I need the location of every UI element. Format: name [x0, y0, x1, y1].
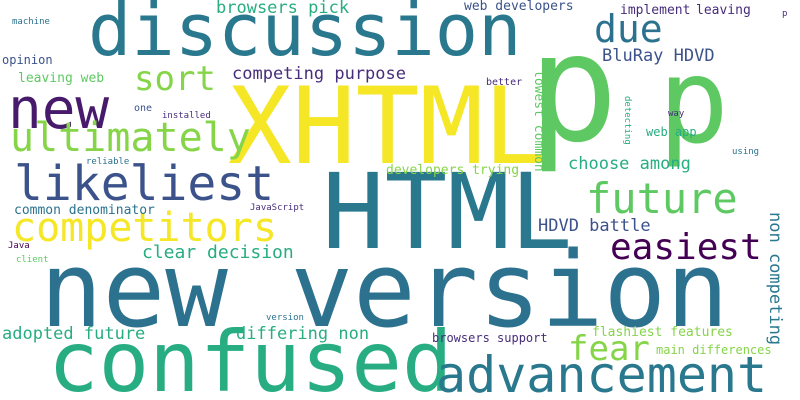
- word-using: using: [732, 148, 759, 157]
- word-opinion: opinion: [2, 54, 53, 66]
- word-adopted-future: adopted future: [2, 326, 145, 343]
- word-competing-purpose: competing purpose: [232, 66, 406, 83]
- word-machine: machine: [12, 18, 50, 27]
- word-implement: implement: [620, 4, 690, 17]
- word-main-differences: main differences: [656, 344, 772, 356]
- word-clear-decision: clear decision: [142, 244, 294, 262]
- word-leaving: leaving: [696, 4, 751, 17]
- word-browsers-pick: browsers pick: [216, 0, 349, 17]
- word-version: version: [266, 314, 304, 323]
- word-leaving-web: leaving web: [18, 72, 104, 85]
- word-way: way: [668, 110, 684, 119]
- word-browsers-support: browsers support: [432, 332, 548, 344]
- word-p-small: p: [782, 10, 787, 19]
- word-future: future: [586, 178, 738, 220]
- word-better: better: [486, 78, 522, 88]
- word-differing-non: differing non: [236, 326, 369, 343]
- word-non-competing: non competing: [766, 212, 783, 345]
- word-likeliest: likeliest: [14, 160, 274, 208]
- word-java: Java: [8, 242, 30, 251]
- word-ultimately: ultimately: [10, 118, 251, 158]
- word-sort: sort: [134, 62, 216, 96]
- word-lowest-common: lowest common: [532, 70, 545, 172]
- word-installed: installed: [162, 112, 211, 121]
- word-javascript: JavaScript: [250, 204, 304, 213]
- word-common-denominator: common denominator: [14, 204, 155, 217]
- word-hdvd-battle: HDVD battle: [538, 218, 651, 235]
- word-web-app: web app: [646, 126, 697, 138]
- word-detecting: detecting: [622, 96, 631, 145]
- word-choose-among: choose among: [568, 156, 691, 173]
- word-one: one: [134, 104, 152, 114]
- word-developers-trying: developers trying: [386, 164, 519, 177]
- word-web-developers: web developers: [464, 0, 574, 13]
- word-reliable: reliable: [86, 158, 129, 167]
- word-flashiest-features: flashiest features: [592, 326, 733, 339]
- word-client: client: [16, 256, 49, 265]
- word-bluray-hdvd: BluRay HDVD: [602, 48, 715, 65]
